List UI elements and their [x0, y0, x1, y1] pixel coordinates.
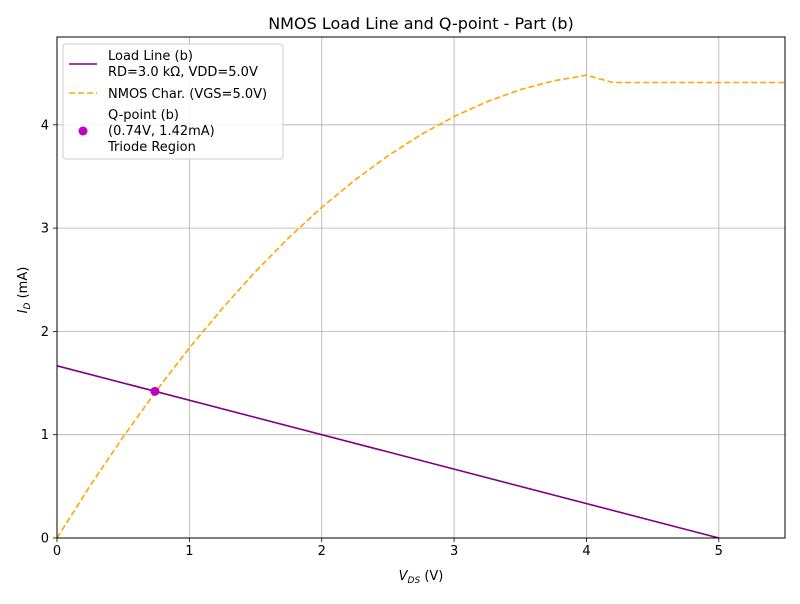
legend-label-nmos-char: NMOS Char. (VGS=5.0V): [108, 87, 267, 102]
legend-label-q-point: Q-point (b): [108, 108, 179, 123]
legend-box: [62, 43, 284, 160]
legend-label-q-point-coords: (0.74V, 1.42mA): [108, 124, 215, 139]
x-tick-label: 2: [318, 544, 326, 559]
legend: Load Line (b) RD=3.0 kΩ, VDD=5.0V NMOS C…: [62, 43, 284, 160]
x-tick-label: 0: [53, 544, 61, 559]
x-tick-label: 4: [582, 544, 590, 559]
legend-label-load-line: Load Line (b): [108, 49, 193, 64]
chart-title: NMOS Load Line and Q-point - Part (b): [268, 14, 574, 33]
x-tick-label: 5: [715, 544, 723, 559]
plot-area: [56, 74, 785, 539]
q-point-marker: [150, 386, 160, 396]
series-line-load-line-b: [56, 365, 720, 539]
legend-label-q-point-region: Triode Region: [107, 140, 196, 155]
y-tick-label: 2: [41, 325, 49, 340]
y-axis-label: ID (mA): [16, 267, 33, 314]
series-line-nmos-char-vgs-5-0v: [56, 74, 785, 539]
x-tick-label: 1: [185, 544, 193, 559]
ticks: 0 1 2 3 4 5 0 1 2 3 4: [41, 118, 723, 559]
y-tick-label: 0: [41, 532, 49, 547]
y-tick-label: 3: [41, 222, 49, 237]
y-tick-label: 1: [41, 428, 49, 443]
x-tick-label: 3: [450, 544, 458, 559]
legend-label-load-line-params: RD=3.0 kΩ, VDD=5.0V: [108, 65, 258, 80]
x-axis-label: VDS (V): [399, 569, 444, 586]
axes-frame: [56, 36, 786, 539]
legend-swatch-q-point: [78, 126, 88, 136]
y-tick-label: 4: [41, 118, 49, 133]
